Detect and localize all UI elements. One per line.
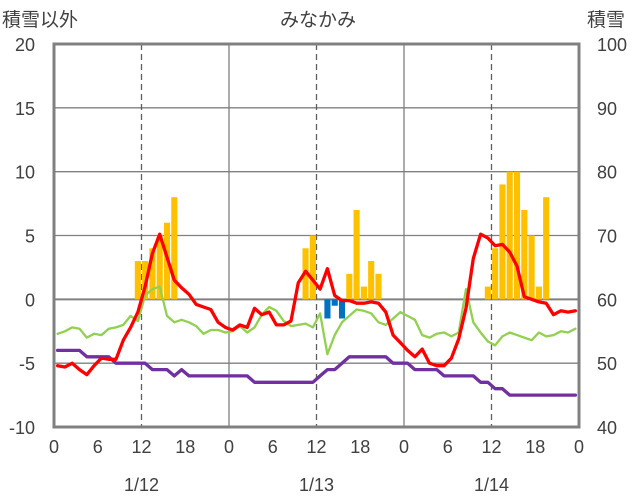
left-y-tick-label: 10 xyxy=(15,163,35,183)
snowfall-bar xyxy=(513,171,521,300)
plot-border xyxy=(52,42,581,429)
snowfall-bar xyxy=(492,248,499,300)
snowfall-bar xyxy=(171,197,178,300)
precip-bar xyxy=(338,299,346,319)
left-y-tick-label: 20 xyxy=(15,35,35,55)
chart-title: みなかみ xyxy=(280,10,356,31)
right-y-tick-labels: 40 50 60 70 80 90 100 xyxy=(597,35,627,438)
snowfall-bar xyxy=(360,286,367,300)
snowfall-bar xyxy=(543,197,550,300)
x-tick-label: 6 xyxy=(93,437,103,457)
x-tick-label: 6 xyxy=(268,437,278,457)
snowfall-bar xyxy=(149,248,156,300)
x-tick-label: 0 xyxy=(399,437,409,457)
snowfall-bar xyxy=(368,261,375,300)
right-y-tick-label: 40 xyxy=(597,418,617,438)
right-y-tick-label: 100 xyxy=(597,35,627,55)
line-series xyxy=(55,232,578,397)
snowfall-bar xyxy=(353,209,360,300)
x-tick-label: 12 xyxy=(306,437,326,457)
snowfall-bar xyxy=(535,286,542,300)
x-tick-label: 18 xyxy=(350,437,370,457)
x-tick-label: 18 xyxy=(175,437,195,457)
snow_depth-line xyxy=(55,348,578,397)
x-tick-label: 12 xyxy=(131,437,151,457)
left-axis-label: 積雪以外 xyxy=(2,9,78,31)
snowfall-bar xyxy=(156,235,163,300)
left-y-tick-label: -10 xyxy=(9,418,35,438)
right-y-tick-label: 80 xyxy=(597,163,617,183)
snowfall-bar xyxy=(499,184,506,300)
x-tick-label: 0 xyxy=(574,437,584,457)
precip-bar xyxy=(324,299,331,319)
date-label: 1/12 xyxy=(124,475,159,495)
snowfall-bar xyxy=(528,235,535,300)
right-y-tick-label: 60 xyxy=(597,290,617,310)
right-y-tick-label: 90 xyxy=(597,99,617,119)
snowfall-bar xyxy=(521,209,528,300)
snowfall-bar xyxy=(309,235,316,300)
x-tick-label: 18 xyxy=(525,437,545,457)
x-tick-label: 6 xyxy=(443,437,453,457)
right-y-tick-label: 70 xyxy=(597,227,617,247)
x-tick-labels: 0 6 12 18 0 6 12 18 0 6 12 18 0 xyxy=(49,437,584,457)
precip-bar xyxy=(331,299,338,306)
date-label: 1/14 xyxy=(474,475,509,495)
right-y-tick-label: 50 xyxy=(597,354,617,374)
date-labels: 1/12 1/13 1/14 xyxy=(124,475,509,495)
right-axis-label: 積雪 xyxy=(587,9,625,31)
left-y-tick-labels: -10 -5 0 5 10 15 20 xyxy=(9,35,35,438)
left-y-tick-label: 5 xyxy=(25,227,35,247)
plot-frame xyxy=(52,42,581,429)
snowfall-bar xyxy=(134,261,141,300)
snowfall-bar xyxy=(484,286,491,300)
left-y-tick-label: 15 xyxy=(15,99,35,119)
x-tick-label: 0 xyxy=(224,437,234,457)
snowfall-bar xyxy=(506,171,513,300)
left-y-tick-label: 0 xyxy=(25,290,35,310)
snowfall-bar xyxy=(375,273,382,300)
x-tick-label: 0 xyxy=(49,437,59,457)
date-label: 1/13 xyxy=(299,475,334,495)
x-tick-label: 12 xyxy=(481,437,501,457)
left-y-tick-label: -5 xyxy=(19,354,35,374)
temperature-line xyxy=(55,232,578,377)
humidity-line xyxy=(56,285,577,356)
snowfall-bar xyxy=(346,273,353,300)
